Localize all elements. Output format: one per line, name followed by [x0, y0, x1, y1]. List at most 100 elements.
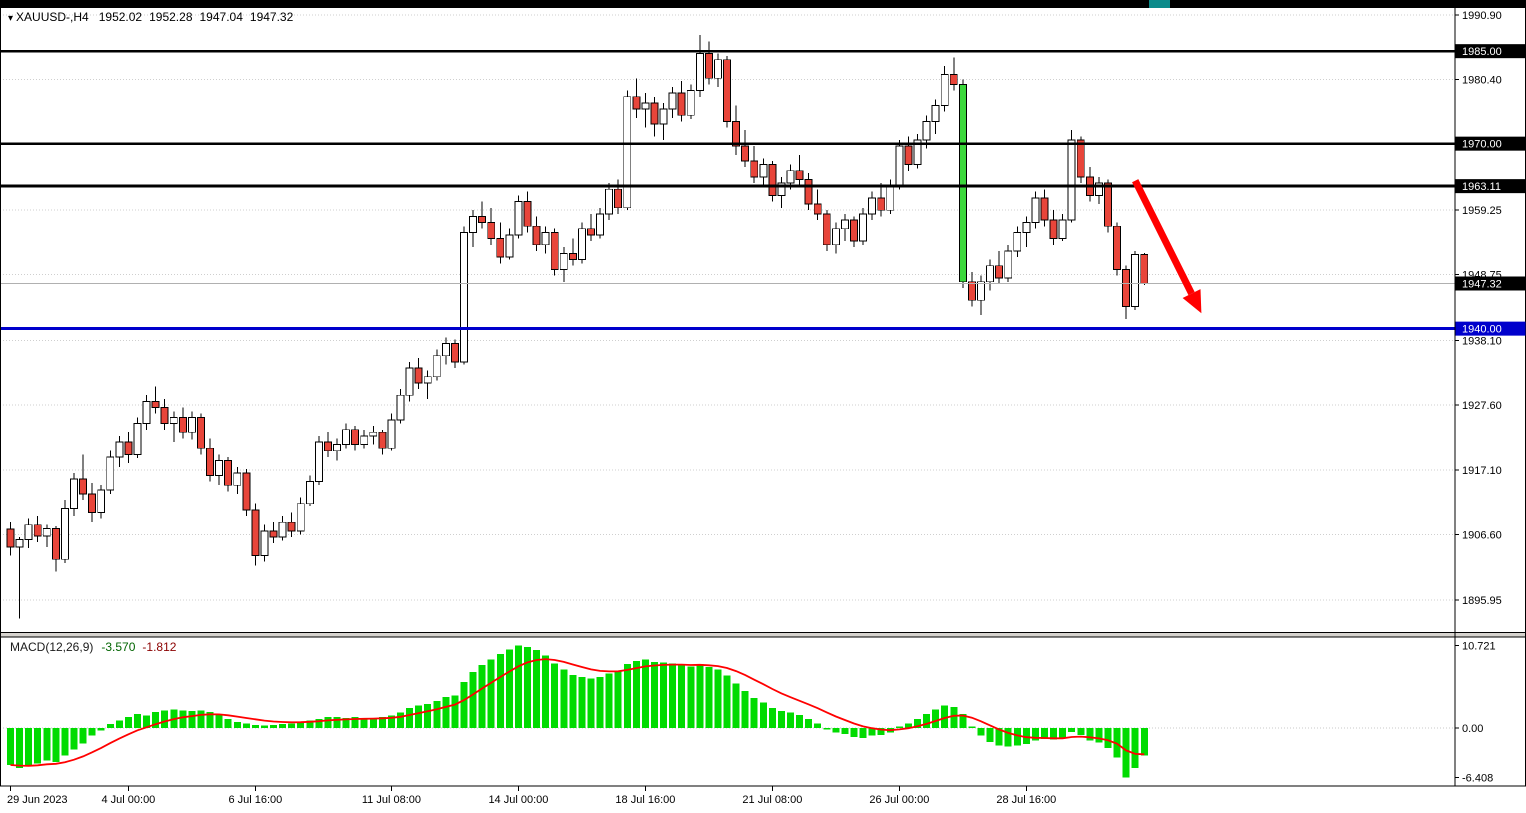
candle-body [931, 104, 940, 122]
macd-bar [986, 728, 994, 742]
candle-body [732, 121, 741, 147]
trend-arrow[interactable] [1132, 179, 1202, 314]
candle-body [804, 178, 813, 205]
window-top-strip-accent [1149, 0, 1170, 8]
panel-separator-band[interactable] [0, 633, 1526, 637]
price-tick-label: 1895.95 [1462, 595, 1502, 607]
candle-body [695, 53, 704, 92]
close-value: 1947.32 [249, 10, 294, 24]
macd-bar [914, 718, 921, 728]
macd-histogram [7, 645, 1148, 778]
macd-bar [578, 677, 586, 728]
price-tick-label: 1938.10 [1462, 335, 1502, 347]
candle-body [568, 252, 577, 261]
macd-bar [97, 728, 105, 731]
price-box-label: 1963.11 [1462, 181, 1501, 193]
macd-bar [623, 664, 631, 728]
candle-body [768, 164, 777, 196]
macd-bar [351, 717, 359, 728]
candle-body [623, 96, 632, 209]
macd-main-value: -3.570 [101, 640, 136, 654]
candle-body [215, 460, 224, 476]
macd-bar [25, 728, 33, 767]
candle-body [850, 219, 858, 242]
candle-body [42, 527, 51, 537]
candle-body [505, 234, 514, 258]
price-tick-label: 1906.60 [1462, 530, 1502, 542]
macd-bar [941, 705, 949, 728]
macd-bar [16, 728, 24, 769]
price-box-label: 1940.00 [1462, 324, 1502, 336]
macd-bar [324, 717, 332, 728]
candle-body [577, 228, 586, 261]
candle-body [51, 527, 60, 560]
macd-bar [1140, 728, 1148, 756]
time-axis[interactable]: 29 Jun 2023 4 Jul 00:00 6 Jul 16:00 11 Jul … [7, 786, 1056, 806]
candle-body [822, 213, 831, 246]
macd-bar [424, 704, 432, 728]
candle-body [324, 441, 332, 452]
candle-body [333, 444, 341, 452]
candle-body [97, 489, 106, 513]
candle-body [151, 400, 160, 409]
candle-body [940, 74, 949, 106]
macd-bar [43, 728, 51, 761]
macd-bar [605, 673, 613, 728]
macd-bar [315, 718, 323, 728]
macd-bar [143, 715, 151, 728]
macd-indicator-label: MACD(12,26,9) -3.570 -1.812 [10, 640, 176, 654]
candle-body [169, 416, 178, 425]
candle-body [977, 281, 985, 301]
macd-bar [805, 718, 813, 728]
candle-body [831, 228, 840, 246]
trend-arrow-head [1182, 289, 1202, 314]
candle-body [587, 228, 595, 236]
candle-body [33, 524, 42, 537]
candle-body [278, 521, 287, 538]
candle-body [197, 416, 205, 449]
price-box-label: 1985.00 [1462, 46, 1502, 58]
macd-bar [859, 728, 867, 739]
time-tick-label: 4 Jul 00:00 [101, 794, 155, 806]
macd-tick-label: 10.721 [1462, 640, 1496, 652]
macd-bar [206, 711, 214, 728]
price-box-1985.00 [1455, 44, 1526, 59]
candle-body [378, 431, 387, 449]
candles [6, 35, 1149, 619]
candle-body [559, 252, 568, 270]
candle-body [106, 456, 115, 491]
macd-axis[interactable]: 10.721 0.00 -6.408 [1455, 640, 1496, 784]
collapse-triangle-icon[interactable]: ▾ [8, 13, 14, 24]
candle-body [1140, 254, 1149, 284]
macd-bar [1050, 728, 1058, 740]
candle-body [605, 188, 614, 215]
macd-bar [923, 714, 931, 728]
macd-bar [369, 717, 377, 728]
macd-bar [696, 664, 704, 728]
candle-body [233, 472, 242, 486]
candle-body [532, 225, 541, 246]
candle-body [714, 59, 722, 79]
candle-body [369, 431, 378, 437]
macd-bar [188, 711, 196, 728]
candle-body [70, 478, 78, 510]
macd-bar [850, 728, 858, 738]
candle-body [868, 197, 877, 215]
candle-body [441, 342, 450, 357]
candle-body [133, 423, 142, 455]
candle-body [24, 524, 33, 540]
macd-bar [124, 717, 132, 728]
macd-bar [832, 728, 840, 733]
time-tick-label: 26 Jul 00:00 [869, 794, 929, 806]
price-box-1963.11 [1455, 179, 1526, 194]
macd-bar [106, 724, 114, 728]
price-axis[interactable]: 1990.901980.401959.251948.751938.101927.… [1455, 10, 1526, 607]
window-top-strip [0, 0, 1526, 8]
price-box-label: 1970.00 [1462, 139, 1502, 151]
macd-bar [596, 677, 604, 728]
candle-body [1013, 231, 1022, 252]
candle-body [541, 231, 550, 246]
candle-body [967, 281, 976, 301]
macd-bar [88, 728, 96, 736]
